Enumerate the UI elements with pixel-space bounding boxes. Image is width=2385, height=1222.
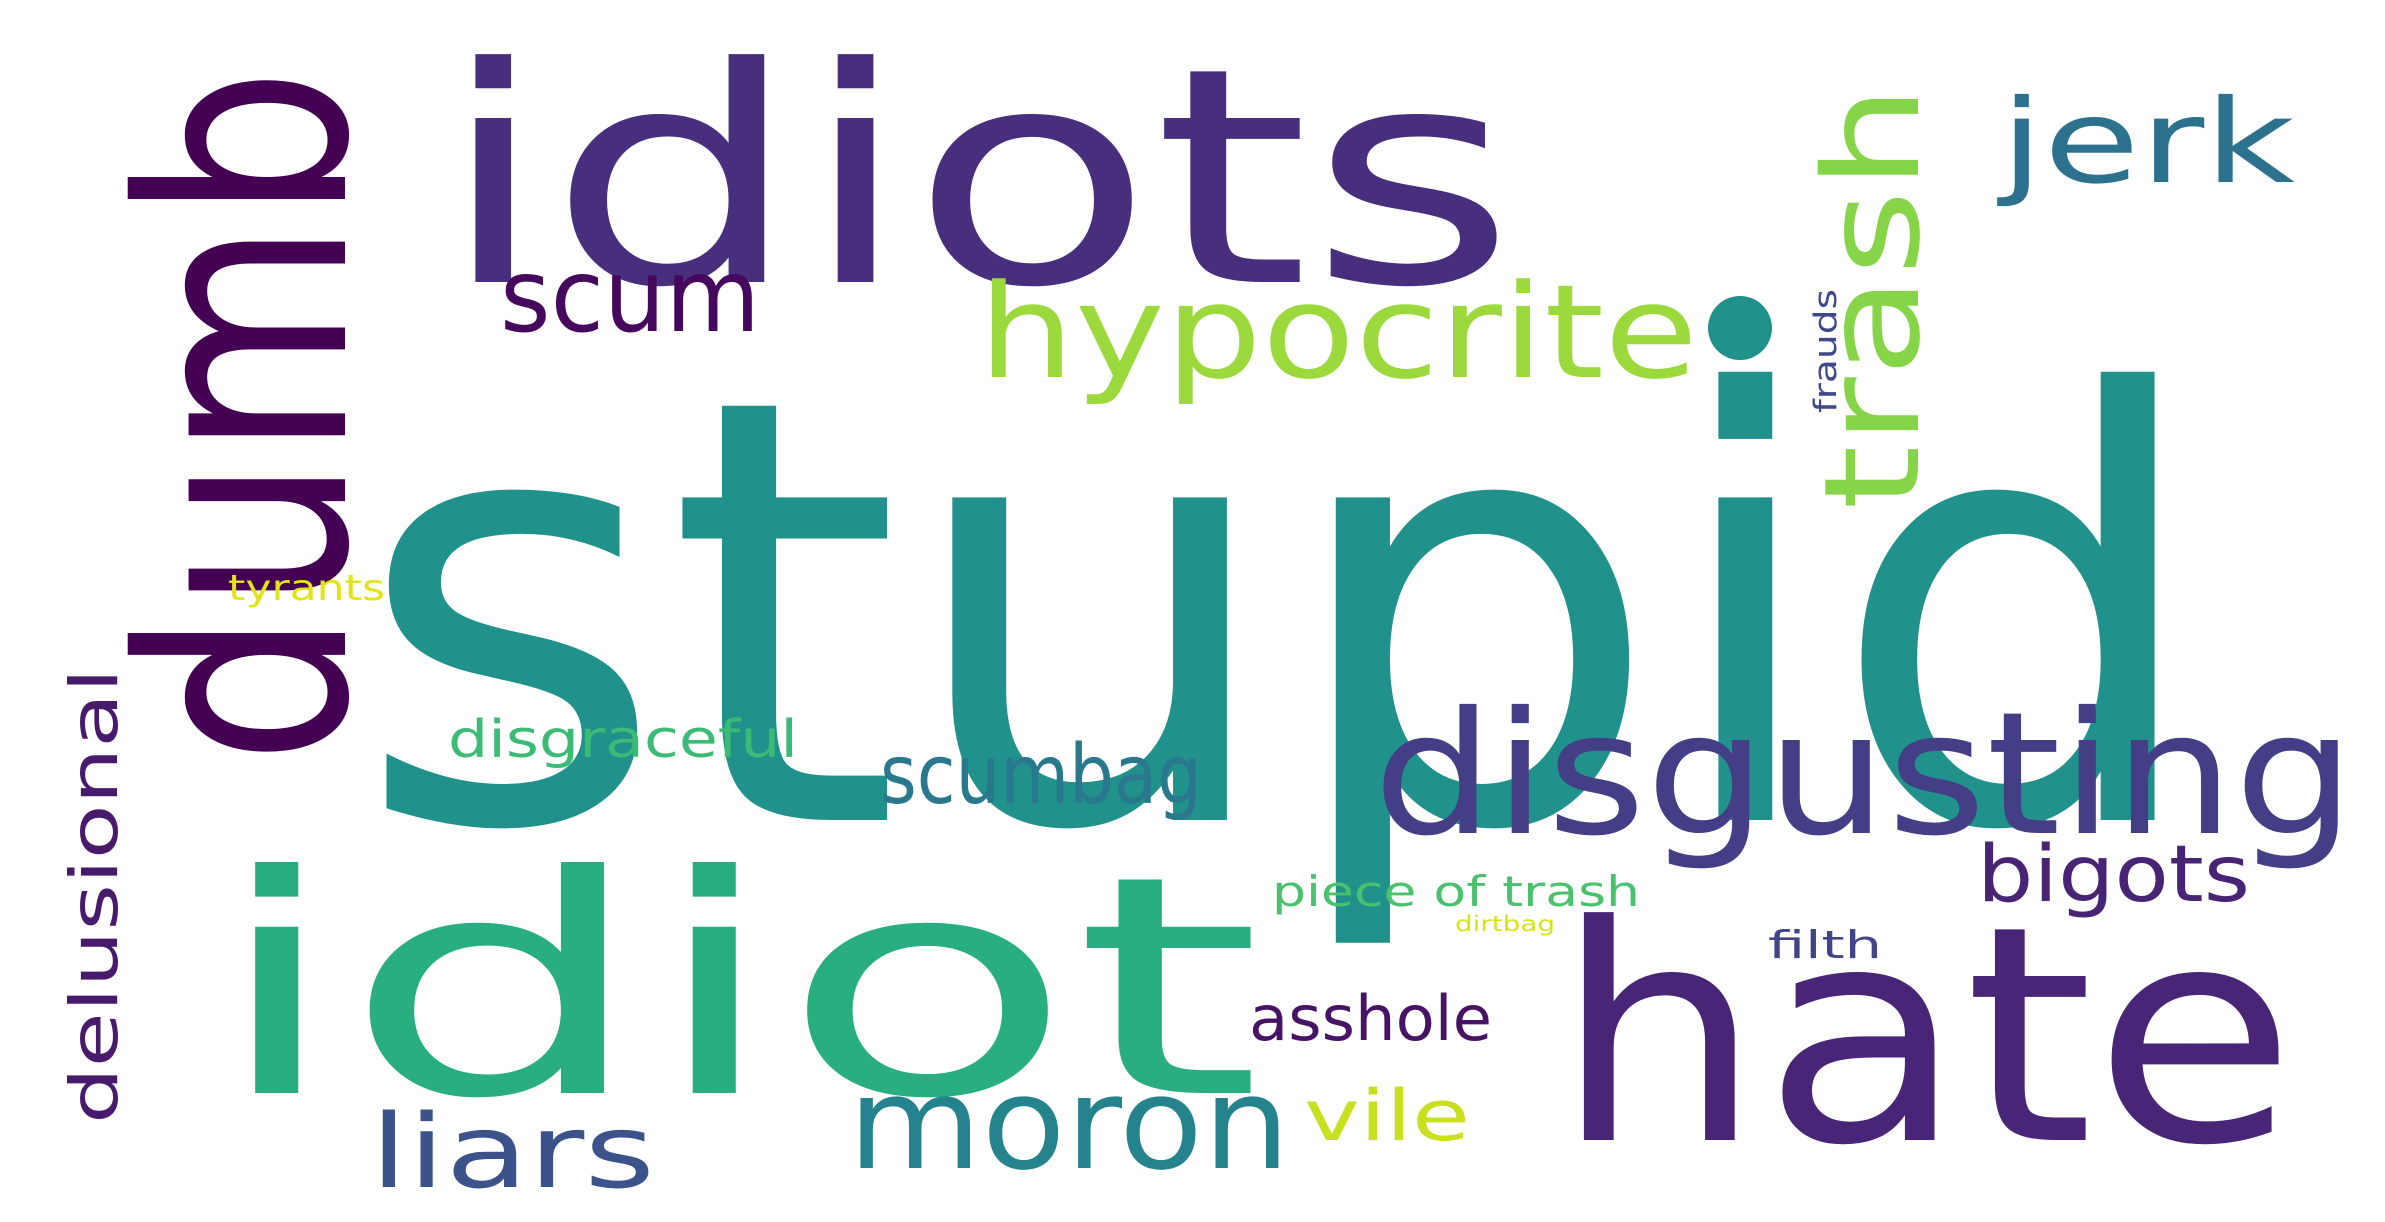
word-moron: moron — [848, 1050, 1290, 1199]
word-stupid: stupid — [354, 273, 2209, 960]
word-trash: trash — [1796, 85, 1950, 510]
word-liars: liars — [370, 1093, 655, 1212]
word-idiots: idiots — [438, 4, 1516, 353]
word-idiot: idiot — [210, 811, 1262, 1165]
word-vile: vile — [1304, 1075, 1470, 1157]
word-jerk: jerk — [1996, 75, 2295, 210]
word-bigots: bigots — [1977, 830, 2250, 920]
word-dirtbag: dirtbag — [1455, 912, 1555, 936]
word-tyrants: tyrants — [228, 568, 385, 609]
word-disgraceful: disgraceful — [448, 710, 798, 770]
word-frauds: frauds — [1808, 289, 1844, 413]
word-hypocrite: hypocrite — [978, 256, 1698, 408]
word-asshole: asshole — [1249, 982, 1492, 1055]
word-filth: filth — [1768, 923, 1882, 967]
word-hate: hate — [1554, 862, 2296, 1211]
word-scum: scum — [500, 237, 760, 356]
word-scumbag: scumbag — [880, 728, 1202, 823]
word-dumb: dumb — [81, 67, 413, 765]
word-delusional: delusional — [56, 668, 133, 1124]
word-disgusting: disgusting — [1373, 676, 2355, 874]
word-dot — [1708, 296, 1772, 360]
word-piece-of-trash: piece of trash — [1272, 867, 1640, 916]
